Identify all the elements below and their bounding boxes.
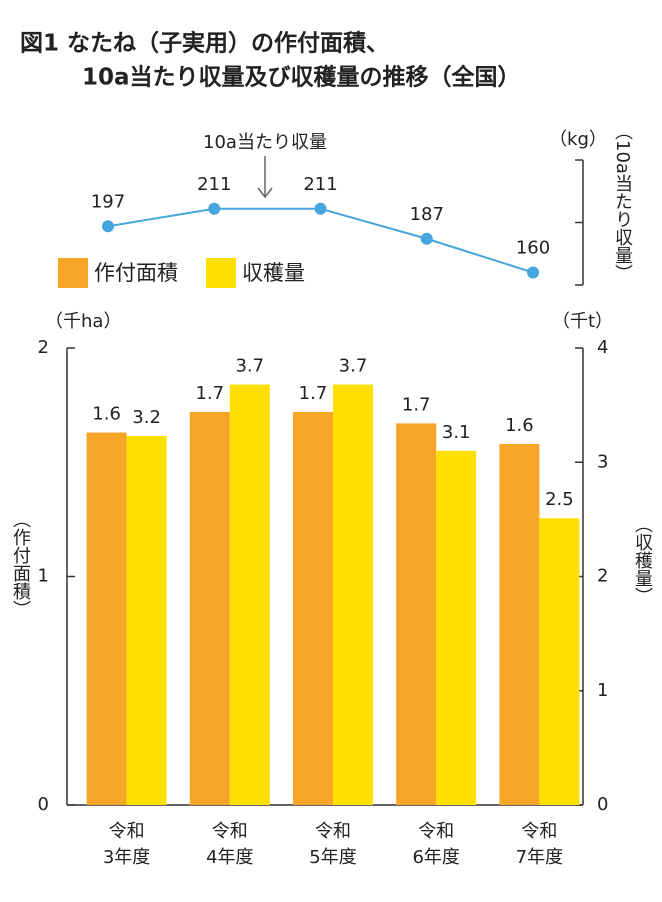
y2-tick-label: 1: [597, 680, 608, 701]
legend-label: 作付面積: [94, 261, 178, 285]
line-annotation: 10a当たり収量: [203, 132, 327, 153]
data-label: 1.7: [402, 394, 431, 415]
x-tick-label: 3年度: [103, 847, 150, 868]
data-label: 187: [410, 204, 444, 225]
bar: [126, 435, 167, 805]
data-label: 3.1: [442, 422, 471, 443]
data-label: 211: [303, 174, 337, 195]
legend-swatch: [206, 258, 236, 288]
data-label: 197: [91, 191, 125, 212]
point: [314, 202, 327, 215]
data-label: 160: [516, 238, 550, 259]
chart-title: 図1 なたね（子実用）の作付面積、: [20, 30, 389, 57]
axis-title: （10a当たり収量）: [612, 122, 633, 282]
x-tick-label: 令和: [212, 821, 248, 842]
axis-unit: （千t）: [552, 311, 613, 332]
y-tick-label: 2: [38, 337, 49, 358]
data-label: 3.7: [339, 356, 368, 377]
data-label: 2.5: [545, 489, 574, 510]
y2-tick-label: 0: [597, 794, 608, 815]
legend-label: 収穫量: [242, 261, 305, 285]
bar: [436, 450, 477, 805]
x-tick-label: 4年度: [206, 847, 253, 868]
y2-tick-label: 2: [597, 566, 608, 587]
x-tick-label: 6年度: [412, 847, 459, 868]
data-label: 211: [197, 174, 231, 195]
data-label: 1.6: [92, 404, 121, 425]
annotation-arrow: [257, 187, 273, 199]
bar: [539, 518, 580, 805]
y2-tick-label: 4: [597, 337, 608, 358]
axis-unit: （千ha）: [45, 311, 121, 332]
bar: [229, 384, 270, 805]
data-label: 1.6: [505, 415, 534, 436]
data-label: 1.7: [299, 383, 328, 404]
x-tick-label: 令和: [521, 821, 557, 842]
x-tick-label: 令和: [109, 821, 145, 842]
bar: [396, 423, 437, 805]
axis-unit: （kg）: [549, 129, 607, 150]
point: [208, 202, 221, 215]
data-label: 1.7: [195, 383, 224, 404]
point: [527, 266, 539, 279]
point: [420, 232, 433, 245]
axis-title: （収穫量）: [632, 515, 653, 605]
y-tick-label: 0: [38, 794, 49, 815]
x-tick-label: 5年度: [309, 847, 356, 868]
legend-swatch: [58, 258, 88, 288]
x-tick-label: 令和: [315, 821, 351, 842]
bar: [293, 411, 333, 805]
bar: [499, 443, 540, 805]
y2-tick-label: 3: [597, 451, 608, 472]
data-label: 3.7: [235, 356, 264, 377]
bar: [333, 384, 373, 805]
x-tick-label: 令和: [418, 821, 454, 842]
point: [102, 220, 114, 233]
bar: [189, 411, 230, 805]
chart-title: 10a当たり収量及び収穫量の推移（全国）: [82, 64, 521, 91]
bar: [86, 432, 127, 805]
axis-title: （作付面積）: [10, 510, 31, 618]
y-tick-label: 1: [38, 566, 49, 587]
data-label: 3.2: [132, 407, 161, 428]
x-tick-label: 7年度: [516, 847, 563, 868]
